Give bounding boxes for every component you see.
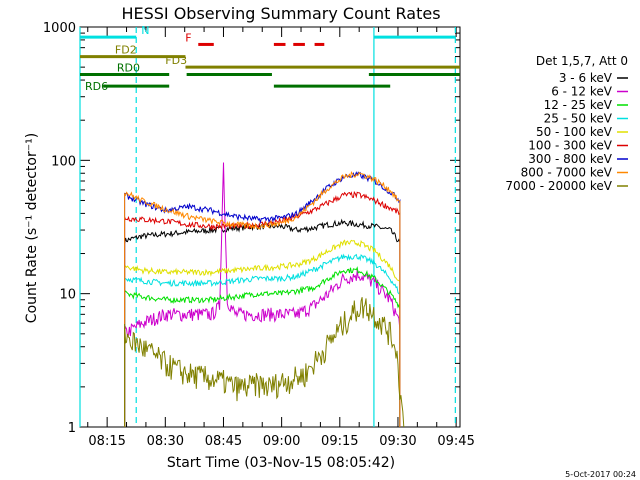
series-7000-20000-kev — [124, 297, 405, 428]
legend-label: 50 - 100 keV — [536, 125, 613, 139]
footer-date: 5-Oct-2017 00:24 — [565, 470, 636, 479]
chart-title: HESSI Observing Summary Count Rates — [121, 4, 440, 23]
segment-label-fd3: FD3 — [165, 54, 187, 67]
y-tick-label: 10 — [59, 288, 76, 303]
series-3-6-kev — [124, 218, 401, 427]
series-12-25-kev — [124, 266, 401, 427]
plot-area: 1 10 100 1000 08:15 08:30 08:45 09:00 09:15 09:30… — [43, 21, 475, 449]
series-300-800-kev — [124, 171, 401, 427]
x-tick-label: 08:45 — [205, 434, 242, 449]
x-tick-label: 09:30 — [379, 434, 416, 449]
x-tick-label: 09:45 — [437, 434, 474, 449]
series-25-50-kev — [124, 253, 401, 427]
x-tick-label: 08:15 — [88, 434, 125, 449]
legend-label: 6 - 12 keV — [551, 85, 613, 99]
segment-label-rd0: RD0 — [117, 62, 140, 75]
legend-label: 100 - 300 keV — [528, 139, 612, 153]
legend-title: Det 1,5,7, Att 0 — [536, 54, 628, 68]
legend-label: 12 - 25 keV — [544, 98, 613, 112]
y-axis-label: Count Rate (s⁻¹ detector⁻¹) — [24, 133, 40, 323]
legend-label: 800 - 7000 keV — [521, 166, 613, 180]
x-tick-label: 08:30 — [147, 434, 184, 449]
legend-label: 3 - 6 keV — [559, 71, 613, 85]
segment-label-n: N — [141, 24, 149, 37]
legend-label: 300 - 800 keV — [528, 152, 612, 166]
series-6-12-kev — [124, 162, 401, 427]
series-50-100-kev — [124, 239, 401, 427]
segment-label-fd2: FD2 — [115, 44, 137, 57]
legend-label: 7000 - 20000 keV — [505, 179, 612, 193]
segment-label-f: F — [185, 31, 191, 44]
legend-label: 25 - 50 keV — [544, 112, 613, 126]
y-tick-label: 1000 — [43, 21, 76, 36]
series-100-300-kev — [124, 190, 401, 427]
segment-label-rd6: RD6 — [85, 80, 108, 93]
y-tick-label: 100 — [51, 154, 76, 169]
series-800-7000-kev — [124, 170, 401, 427]
x-tick-label: 09:15 — [321, 434, 358, 449]
x-tick-label: 09:00 — [263, 434, 300, 449]
x-axis-label: Start Time (03-Nov-15 08:05:42) — [167, 455, 395, 471]
y-tick-label: 1 — [68, 421, 76, 436]
